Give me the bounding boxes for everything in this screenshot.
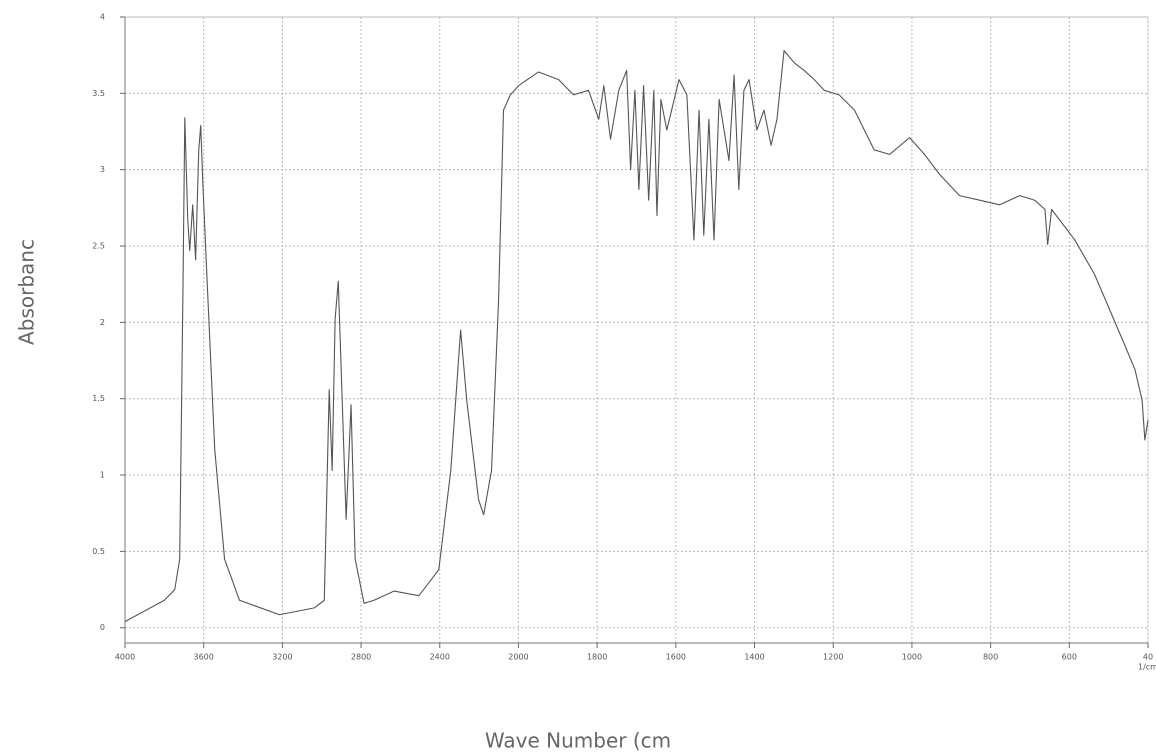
y-tick-label: 3 (100, 165, 105, 174)
x-tick-label: 2000 (508, 653, 528, 662)
x-tick-label: 3600 (194, 653, 214, 662)
x-tick-label: 1000 (902, 653, 922, 662)
y-tick-label: 4 (100, 13, 105, 22)
y-tick-label: 0.5 (92, 547, 105, 556)
x-tick-label: 1400 (744, 653, 764, 662)
x-tick-label: 3200 (272, 653, 292, 662)
y-tick-label: 1 (100, 471, 105, 480)
spectrum-line (124, 50, 1149, 623)
y-tick-label: 0 (100, 623, 105, 632)
x-axis-title: Wave Number (cm (485, 729, 671, 753)
x-tick-label: 1200 (823, 653, 843, 662)
y-axis-title: Absorbanc (15, 239, 39, 345)
x-tick-label: 1800 (587, 653, 607, 662)
y-tick-label: 3.5 (92, 89, 105, 98)
x-tick-label: 800 (983, 653, 998, 662)
x-tick-label: 600 (1062, 653, 1077, 662)
y-tick-label: 2.5 (92, 242, 105, 251)
x-tick-label: 1600 (666, 653, 686, 662)
y-tick-label: 2 (100, 318, 105, 327)
x-unit-label: 1/cm (1138, 663, 1156, 672)
y-tick-label: 1.5 (92, 394, 105, 403)
x-tick-label: 4000 (115, 653, 135, 662)
x-tick-label: 2400 (430, 653, 450, 662)
x-tick-label: 40 (1143, 653, 1153, 662)
x-tick-label: 2800 (351, 653, 371, 662)
